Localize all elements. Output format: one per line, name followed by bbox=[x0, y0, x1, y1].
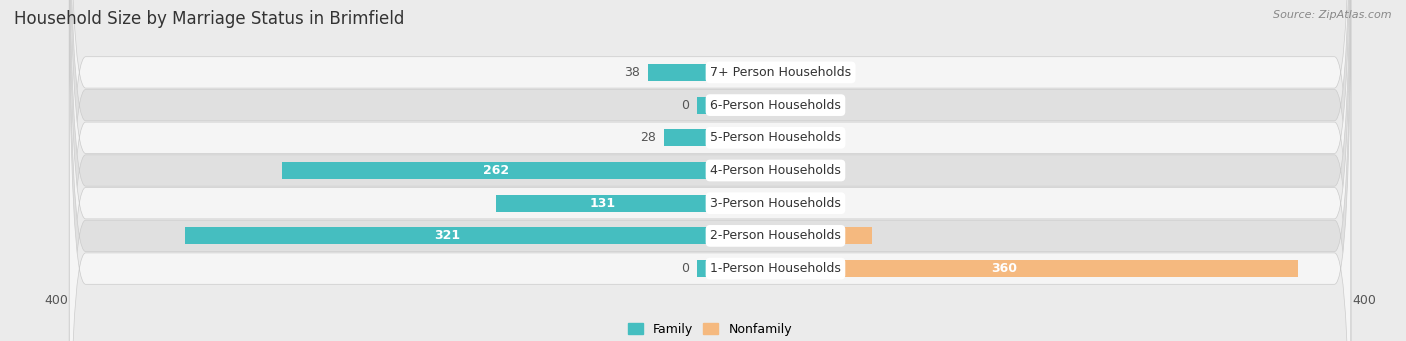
Text: 262: 262 bbox=[482, 164, 509, 177]
FancyBboxPatch shape bbox=[69, 0, 1351, 341]
Text: 0: 0 bbox=[731, 99, 740, 112]
Text: 131: 131 bbox=[591, 197, 616, 210]
Text: 321: 321 bbox=[434, 229, 461, 242]
Bar bbox=[281, 162, 710, 179]
Text: 1-Person Households: 1-Person Households bbox=[710, 262, 841, 275]
Text: 0: 0 bbox=[731, 66, 740, 79]
Text: 7+ Person Households: 7+ Person Households bbox=[710, 66, 851, 79]
Bar bbox=[710, 227, 872, 244]
Bar bbox=[648, 64, 710, 81]
Text: 0: 0 bbox=[681, 262, 689, 275]
Bar bbox=[697, 97, 710, 114]
Text: 6-Person Households: 6-Person Households bbox=[710, 99, 841, 112]
FancyBboxPatch shape bbox=[69, 0, 1351, 341]
Bar bbox=[664, 129, 710, 146]
Bar bbox=[710, 260, 1298, 277]
FancyBboxPatch shape bbox=[69, 0, 1351, 341]
Text: 3-Person Households: 3-Person Households bbox=[710, 197, 841, 210]
Bar bbox=[710, 162, 723, 179]
Bar bbox=[186, 227, 710, 244]
Text: 28: 28 bbox=[640, 131, 657, 144]
Text: 360: 360 bbox=[991, 262, 1017, 275]
Bar bbox=[710, 129, 723, 146]
FancyBboxPatch shape bbox=[69, 0, 1351, 341]
Legend: Family, Nonfamily: Family, Nonfamily bbox=[628, 323, 792, 336]
Text: Household Size by Marriage Status in Brimfield: Household Size by Marriage Status in Bri… bbox=[14, 10, 405, 28]
Bar bbox=[710, 64, 723, 81]
Text: 0: 0 bbox=[731, 164, 740, 177]
Text: 38: 38 bbox=[624, 66, 640, 79]
Text: 5-Person Households: 5-Person Households bbox=[710, 131, 841, 144]
Text: 4-Person Households: 4-Person Households bbox=[710, 164, 841, 177]
Text: 0: 0 bbox=[731, 131, 740, 144]
Bar bbox=[710, 97, 723, 114]
Bar bbox=[697, 260, 710, 277]
Text: 0: 0 bbox=[681, 99, 689, 112]
FancyBboxPatch shape bbox=[69, 0, 1351, 341]
FancyBboxPatch shape bbox=[69, 0, 1351, 341]
Bar bbox=[710, 195, 723, 212]
Text: Source: ZipAtlas.com: Source: ZipAtlas.com bbox=[1274, 10, 1392, 20]
Text: 0: 0 bbox=[731, 197, 740, 210]
Text: 99: 99 bbox=[782, 229, 800, 242]
Bar bbox=[496, 195, 710, 212]
FancyBboxPatch shape bbox=[69, 0, 1351, 341]
Text: 2-Person Households: 2-Person Households bbox=[710, 229, 841, 242]
